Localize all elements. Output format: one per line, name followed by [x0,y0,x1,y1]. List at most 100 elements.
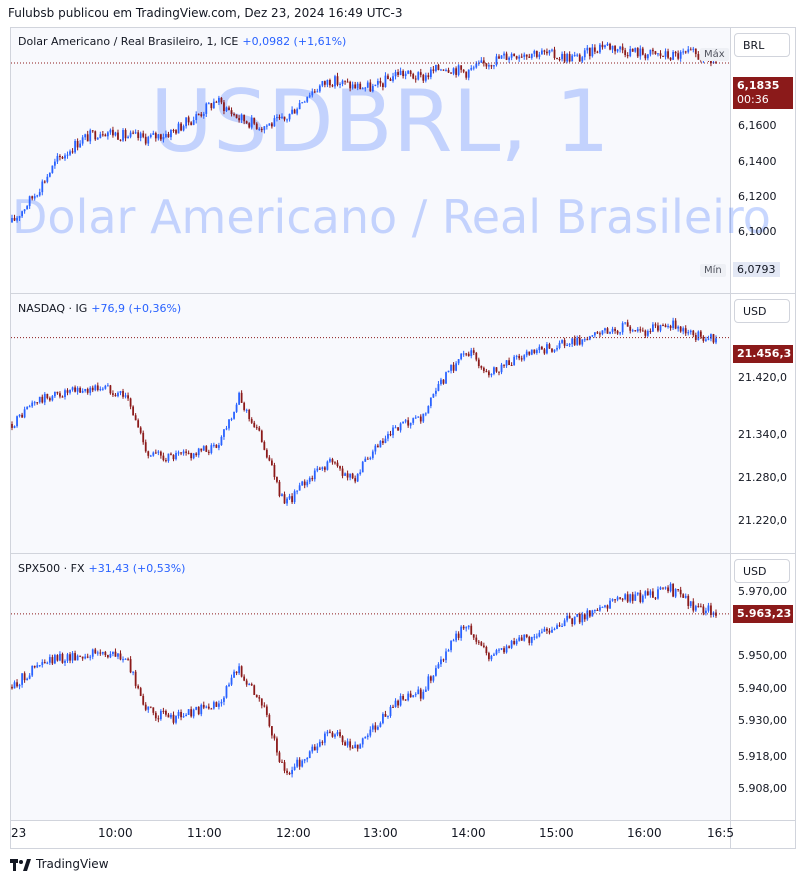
candle-body [258,128,261,130]
pane-usdbrl[interactable] [11,28,730,293]
candle-body [412,418,415,423]
candle-body [599,333,601,335]
candle-body [611,599,614,601]
candle-body [127,136,129,139]
candle-body [190,709,193,717]
candle-body [74,653,76,661]
candle-body [475,63,478,68]
candle-body [530,637,533,643]
candle-body [64,660,66,663]
candle-body [286,119,288,121]
candle-body [664,325,667,328]
candle-body [470,625,473,635]
candle-body [371,725,374,730]
candle-body [538,346,541,351]
candle-body [255,694,258,698]
candle-body [84,656,87,659]
candle-body [182,716,185,718]
currency-button-brl[interactable]: BRL [734,33,790,57]
candle-body [606,328,609,334]
candle-body [697,54,700,60]
pane-separator[interactable] [11,553,795,554]
legend-spx500[interactable]: SPX500 · FX +31,43 (+0,53%) [18,562,185,575]
candle-body [692,601,695,611]
candle-body [243,114,246,122]
candle-body [51,165,54,173]
candle-body [662,325,664,327]
candle-body [384,438,387,443]
candle-body [341,736,344,743]
candle-body [124,658,127,660]
candle-body [636,329,639,332]
candle-body [407,70,410,74]
candle-body [38,396,41,403]
candle-body [185,117,188,127]
candle-body [614,45,616,52]
candle-body [137,420,140,428]
candle-body [119,653,122,660]
candle-body [369,729,372,736]
legend-nasdaq[interactable]: NASDAQ · IG +76,9 (+0,36%) [18,302,181,315]
candle-body [273,118,276,127]
candle-body [329,80,331,86]
candle-body [657,325,659,331]
candle-body [520,358,523,360]
last-price-label: 21.456,3 [733,345,793,363]
candle-body [583,614,586,620]
candle-body [384,713,387,717]
candle-body [399,70,402,75]
candle-body [379,440,382,448]
candle-body [245,409,248,411]
candle-body [162,136,165,140]
candle-body [51,396,54,401]
candle-body [129,659,132,673]
candle-body [619,332,622,334]
candle-body [86,656,89,658]
candle-body [177,452,180,454]
candle-body [591,610,594,617]
candle-body [543,628,546,632]
currency-button-usd[interactable]: USD [734,299,790,323]
candle-body [546,51,548,54]
candle-body [147,706,150,710]
price-tick: 21.420,0 [738,371,787,384]
candle-body [61,396,64,398]
candle-body [117,653,119,657]
candle-body [134,671,137,686]
candle-body [132,406,135,416]
candle-body [510,365,513,367]
candle-body [452,364,455,371]
candle-body [505,646,508,653]
candle-body [601,330,604,335]
candle-body [571,55,574,62]
currency-button-usd[interactable]: USD [734,559,790,583]
tradingview-footer[interactable]: TradingView [10,857,109,871]
candle-body [106,385,109,387]
candle-body [571,338,574,345]
legend-title: SPX500 · FX [18,562,85,575]
legend-usdbrl[interactable]: Dolar Americano / Real Brasileiro, 1, IC… [18,35,346,48]
candle-body [220,97,223,103]
candle-body [634,594,637,601]
candle-body [190,122,193,125]
candle-body [147,137,150,144]
pane-nasdaq[interactable] [11,294,730,553]
candle-body [71,151,74,153]
candle-body [588,610,591,617]
candle-body [41,181,44,193]
candle-body [311,478,314,480]
pane-separator[interactable] [11,293,795,294]
candle-body [346,81,349,83]
candle-body [278,752,281,762]
candle-body [339,732,341,737]
candle-body [419,416,422,422]
candle-body [311,746,314,752]
candle-body [11,424,13,428]
candle-body [23,673,26,681]
candle-body [149,706,152,708]
candle-body [321,741,324,743]
candle-body [99,389,102,391]
candle-body [323,733,326,743]
candle-body [53,391,56,397]
candle-body [384,75,387,88]
